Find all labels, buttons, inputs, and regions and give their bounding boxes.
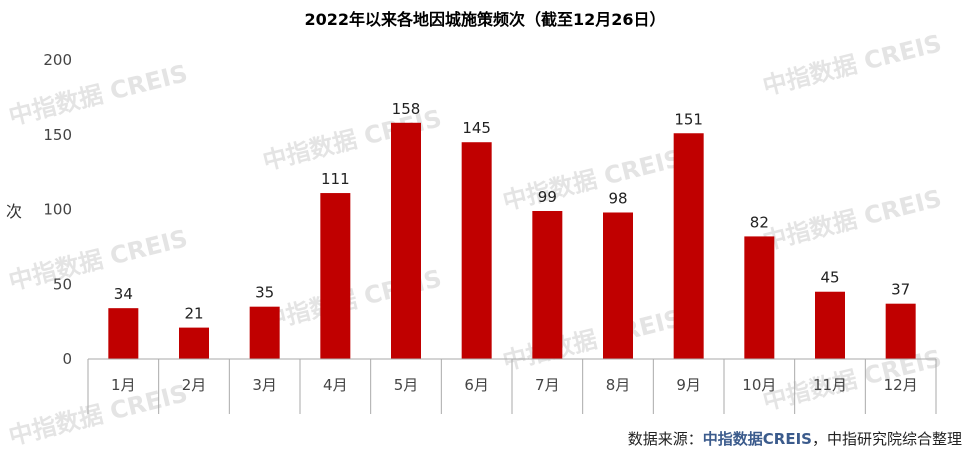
x-tick-label: 10月 (742, 376, 776, 394)
bar (532, 210, 563, 359)
x-axis: 1月 2月 3月 4月 5月 6月 7月 8月 9月 10月 11月 12月 (87, 358, 937, 414)
y-tick-label: 200 (43, 51, 72, 69)
bar-data-label: 151 (674, 110, 703, 128)
x-tick-label: 6月 (464, 376, 489, 394)
source-brand: 中指数据CREIS (702, 430, 812, 448)
source-note: 数据来源：中指数据CREIS，中指研究院综合整理 (628, 428, 962, 449)
bar-data-label: 111 (321, 170, 350, 188)
x-tick-label: 2月 (182, 376, 207, 394)
source-prefix: 数据来源： (627, 430, 703, 448)
bar (320, 193, 351, 359)
bar (179, 327, 209, 359)
bar (885, 303, 916, 359)
y-tick-label: 100 (43, 201, 72, 219)
x-tick-label: 12月 (884, 376, 918, 394)
y-tick-label: 0 (62, 350, 72, 368)
bar-data-label: 35 (255, 284, 274, 302)
chart-title: 2022年以来各地因城施策频次（截至12月26日） (304, 10, 666, 29)
bar-data-label: 34 (114, 285, 133, 303)
x-tick-label: 3月 (252, 376, 277, 394)
bar (744, 236, 775, 359)
x-tick-label: 11月 (813, 376, 847, 394)
y-tick-label: 150 (43, 126, 72, 144)
bar-data-label: 45 (820, 269, 839, 287)
x-tick-label: 4月 (323, 376, 348, 394)
x-tick-label: 9月 (676, 376, 701, 394)
bar-data-label: 158 (392, 100, 421, 118)
x-tick-label: 7月 (535, 376, 560, 394)
y-axis-title: 次 (6, 202, 23, 221)
bar-data-label: 145 (462, 119, 491, 137)
y-tick-label: 50 (53, 275, 72, 293)
bar-data-label: 99 (538, 188, 557, 206)
x-tick-label: 1月 (111, 376, 136, 394)
bar (815, 291, 845, 359)
bar (391, 122, 421, 359)
bar-data-label: 21 (184, 305, 203, 323)
source-suffix: ，中指研究院综合整理 (811, 430, 962, 448)
x-tick-label: 8月 (606, 376, 631, 394)
bar (461, 142, 492, 359)
bar (673, 133, 704, 359)
bar (603, 212, 633, 359)
x-tick-label: 5月 (394, 376, 419, 394)
bar (249, 306, 280, 359)
bar (108, 308, 139, 359)
bar-data-label: 98 (608, 189, 627, 207)
bar-data-label: 82 (750, 213, 769, 231)
bar-data-label: 37 (891, 281, 910, 299)
y-axis-ticks: 0 50 100 150 200 (43, 51, 72, 368)
bars: 34 21 35 111 158 145 99 98 151 82 45 37 (108, 100, 916, 359)
